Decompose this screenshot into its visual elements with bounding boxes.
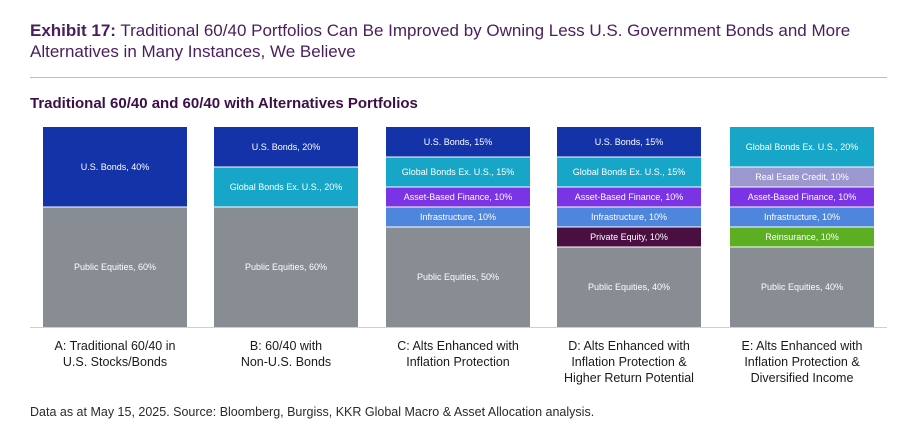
category-label-line: Non-U.S. Bonds [240, 355, 332, 369]
segment-label: Global Bonds Ex. U.S., 15% [402, 167, 515, 177]
bar-segment [43, 127, 187, 207]
category-label-line: D: Alts Enhanced with [568, 339, 690, 353]
bar-segment [214, 127, 358, 167]
bar-segment [730, 187, 874, 207]
segment-label: U.S. Bonds, 15% [424, 137, 493, 147]
segment-label: U.S. Bonds, 40% [81, 162, 150, 172]
category-label-line: Inflation Protection & [744, 355, 860, 369]
category-label: B: 60/40 with Non-U.S. Bonds [211, 338, 361, 370]
bar-segment [386, 157, 530, 187]
category-label: D: Alts Enhanced with Inflation Protectio… [554, 338, 704, 386]
segment-label: U.S. Bonds, 20% [252, 142, 321, 152]
bar-segment [386, 227, 530, 327]
bar-segment [730, 227, 874, 247]
segment-label: Global Bonds Ex. U.S., 20% [230, 182, 343, 192]
segment-label: Global Bonds Ex. U.S., 15% [573, 167, 686, 177]
bar-segment [730, 247, 874, 327]
segment-label: Real Esate Credit, 10% [755, 172, 849, 182]
segment-label: Public Equities, 40% [588, 282, 670, 292]
bar-segment [557, 227, 701, 247]
segment-label: Public Equities, 50% [417, 272, 499, 282]
exhibit-label: Exhibit 17: [30, 21, 116, 40]
category-label-line: C: Alts Enhanced with [397, 339, 519, 353]
category-label-line: Diversified Income [750, 371, 854, 385]
category-label-line: Inflation Protection [406, 355, 510, 369]
segment-label: Asset-Based Finance, 10% [748, 192, 857, 202]
bar-segment [214, 167, 358, 207]
category-label-line: B: 60/40 with [249, 339, 323, 353]
chart-title: Traditional 60/40 and 60/40 with Alterna… [30, 95, 418, 112]
segment-label: Infrastructure, 10% [764, 212, 840, 222]
bar-segment [557, 157, 701, 187]
segment-label: Public Equities, 60% [74, 262, 156, 272]
category-label-line: Inflation Protection & [571, 355, 687, 369]
segment-label: Asset-Based Finance, 10% [575, 192, 684, 202]
bar-segment [386, 127, 530, 157]
bar-segment [43, 207, 187, 327]
bar-segment [557, 247, 701, 327]
bar-segment [730, 127, 874, 167]
bar-segment [730, 167, 874, 187]
segment-label: Infrastructure, 10% [420, 212, 496, 222]
segment-label: Infrastructure, 10% [591, 212, 667, 222]
category-label-line: Higher Return Potential [564, 371, 694, 385]
exhibit-title: Traditional 60/40 Portfolios Can Be Impr… [30, 21, 851, 61]
category-label-line: A: Traditional 60/40 in [54, 339, 176, 353]
segment-label: Asset-Based Finance, 10% [404, 192, 513, 202]
bar-segment [557, 127, 701, 157]
category-label-line: E: Alts Enhanced with [741, 339, 863, 353]
bar-segment [730, 207, 874, 227]
segment-label: Global Bonds Ex. U.S., 20% [746, 142, 859, 152]
segment-label: U.S. Bonds, 15% [595, 137, 664, 147]
category-label: A: Traditional 60/40 in U.S. Stocks/Bonds [40, 338, 190, 370]
bar-segment [557, 207, 701, 227]
segment-label: Public Equities, 60% [245, 262, 327, 272]
source-note: Data as at May 15, 2025. Source: Bloombe… [30, 405, 595, 419]
segment-label: Reinsurance, 10% [765, 232, 839, 242]
bar-segment [386, 207, 530, 227]
category-label-line: U.S. Stocks/Bonds [62, 355, 168, 369]
segment-label: Public Equities, 40% [761, 282, 843, 292]
exhibit-heading: Exhibit 17: Traditional 60/40 Portfolios… [30, 20, 880, 62]
bar-segment [557, 187, 701, 207]
bar-segment [386, 187, 530, 207]
bar-segment [214, 207, 358, 327]
category-label: C: Alts Enhanced with Inflation Protectio… [383, 338, 533, 370]
category-label: E: Alts Enhanced with Inflation Protectio… [727, 338, 877, 386]
divider [30, 77, 887, 78]
segment-label: Private Equity, 10% [590, 232, 668, 242]
